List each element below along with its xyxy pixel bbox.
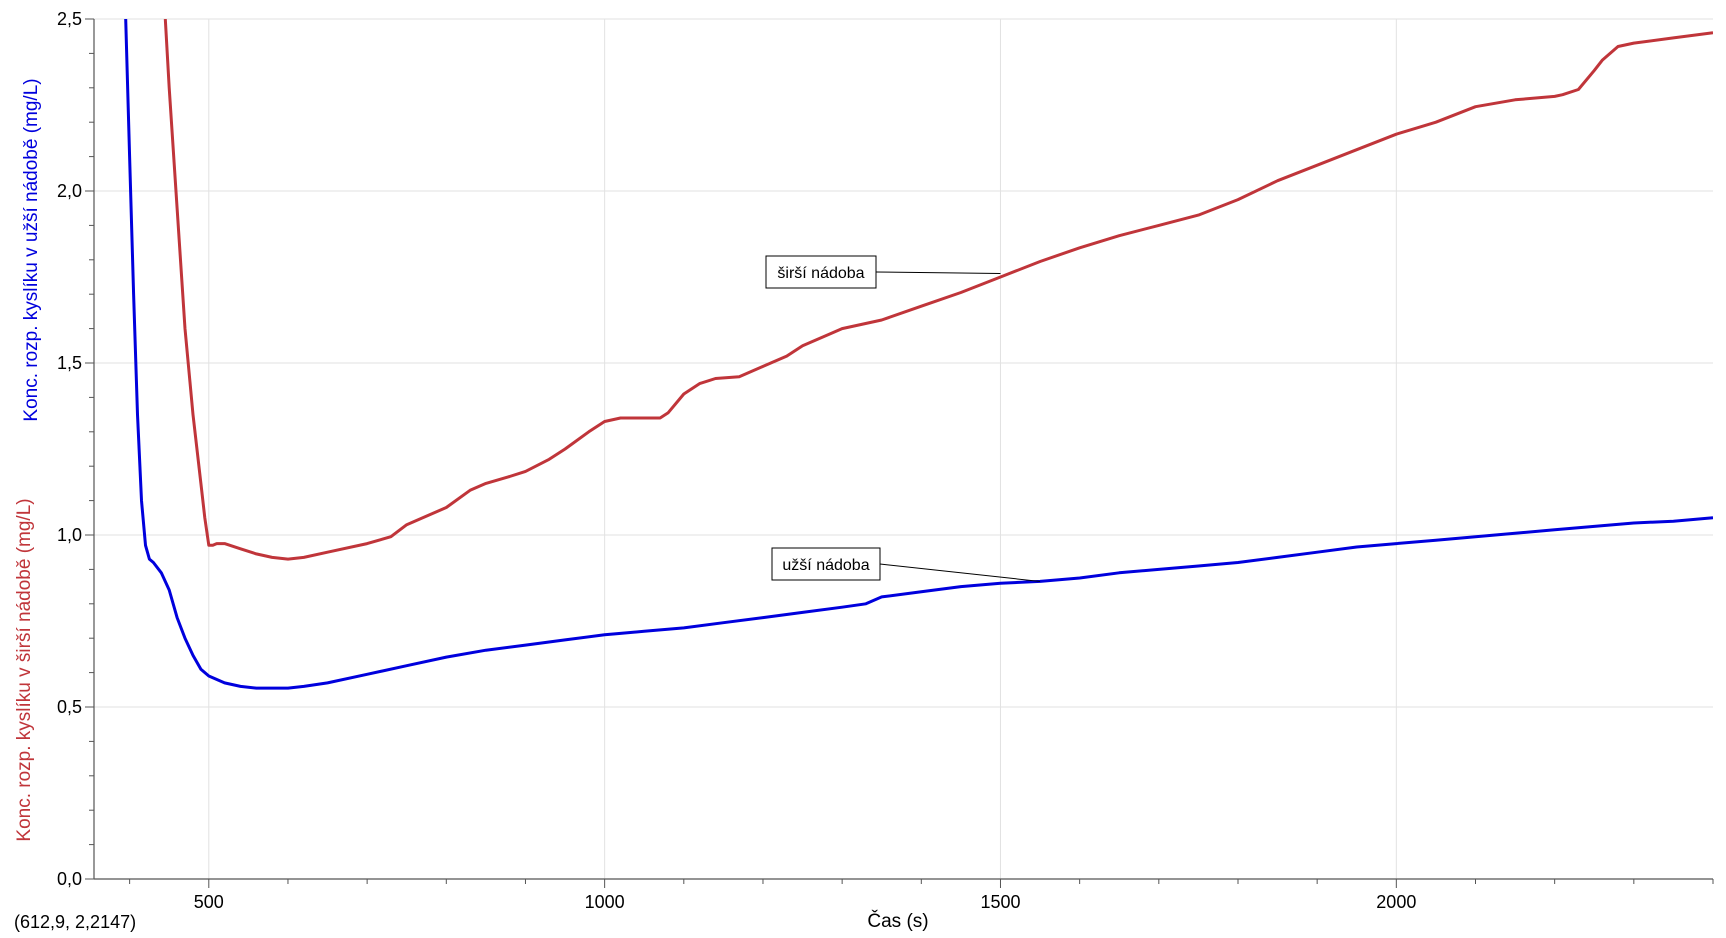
annotation-box: [765, 255, 877, 289]
x-tick-label: 1000: [585, 892, 625, 912]
x-tick-label: 2000: [1376, 892, 1416, 912]
y-tick-label: 0,5: [57, 697, 82, 717]
y-axis-title-narrow: Konc. rozp. kyslíku v užší nádobě (mg/L): [21, 78, 42, 421]
series-line-wide: [163, 19, 1713, 561]
series: [124, 19, 1713, 690]
x-tick-label: 500: [194, 892, 224, 912]
annotation-leader-line: [879, 563, 1041, 582]
axes: [85, 18, 1714, 888]
series-line-narrow: [124, 19, 1713, 690]
y-tick-label: 1,5: [57, 353, 82, 373]
tick-labels: 500 1000 1500 2000 0,0 0,5 1,0 1,5 2,0 2,5: [57, 9, 1416, 912]
annotation-label: užší nádoba: [782, 557, 869, 574]
annotations: širší nádoba užší nádoba: [765, 255, 1041, 582]
y-axis-title-wide: Konc. rozp. kyslíku v širší nádobě (mg/L…: [14, 498, 35, 841]
annotation-leader-line: [875, 271, 1001, 275]
x-axis-title: Čas (s): [867, 910, 928, 932]
y-tick-label: 2,0: [57, 181, 82, 201]
y-tick-label: 0,0: [57, 869, 82, 889]
y-tick-label: 2,5: [57, 9, 82, 29]
annotation-box: [771, 547, 881, 581]
y-tick-label: 1,0: [57, 525, 82, 545]
x-tick-label: 1500: [980, 892, 1020, 912]
annotation-label: širší nádoba: [777, 265, 864, 282]
grid: [94, 18, 1713, 880]
cursor-readout: (612,9, 2,2147): [14, 912, 137, 932]
